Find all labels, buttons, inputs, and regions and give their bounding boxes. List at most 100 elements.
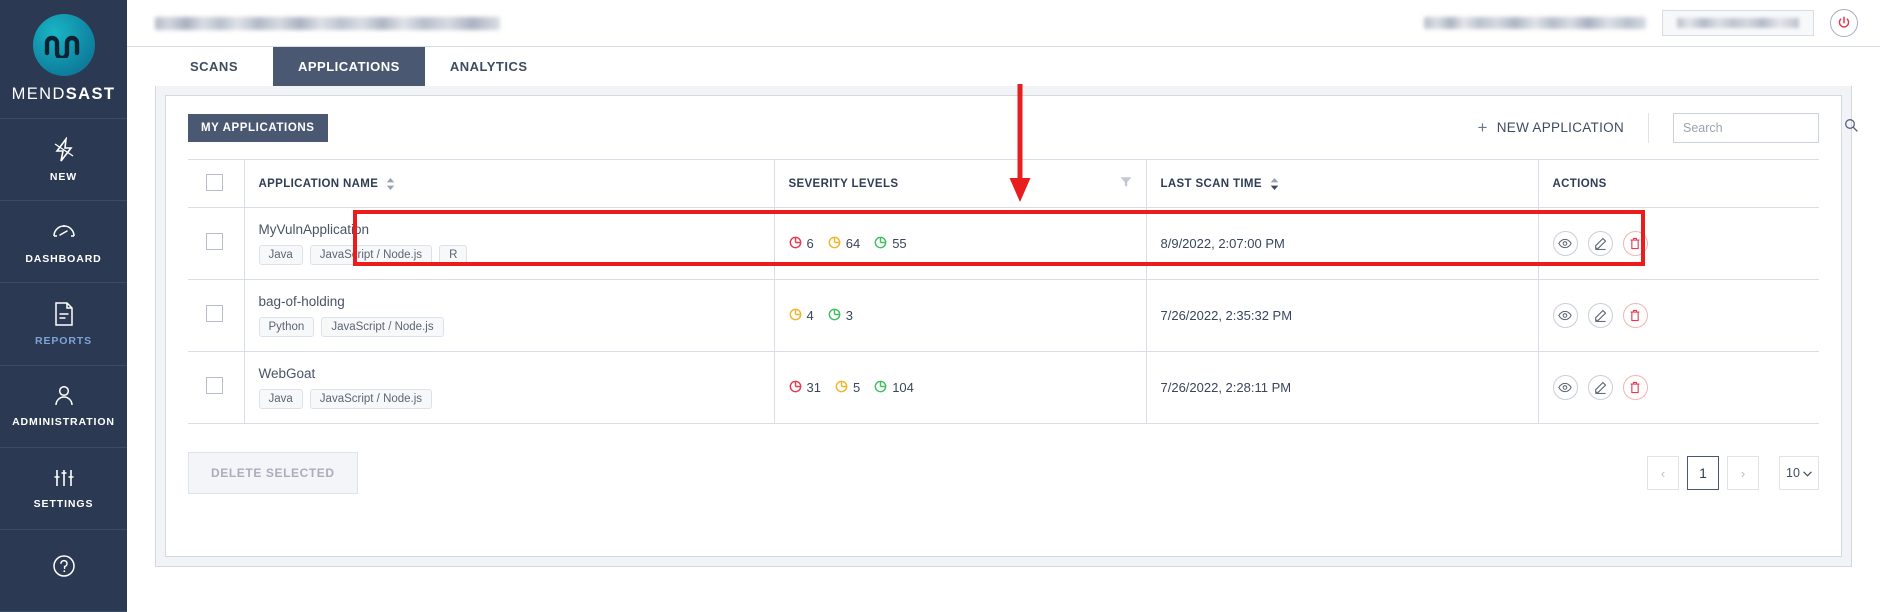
page-size-select[interactable]: 10: [1779, 456, 1819, 490]
header-select-all[interactable]: [188, 159, 245, 208]
header-severity-levels[interactable]: SEVERITY LEVELS: [774, 159, 1147, 208]
last-scan-time: 8/9/2022, 2:07:00 PM: [1160, 235, 1285, 251]
action-buttons: [1552, 375, 1820, 400]
severity-count: 31: [806, 380, 821, 395]
action-buttons: [1552, 303, 1820, 328]
severity-low: 3: [828, 308, 853, 324]
pagination-page-1[interactable]: 1: [1687, 456, 1719, 490]
severity-pie-icon: [789, 380, 802, 396]
severity-pie-icon: [874, 236, 887, 252]
language-tag: JavaScript / Node.js: [321, 317, 444, 337]
tab-scans[interactable]: SCANS: [155, 47, 273, 86]
my-applications-button[interactable]: MY APPLICATIONS: [188, 113, 328, 142]
sort-arrows-icon[interactable]: [386, 177, 395, 190]
action-buttons: [1552, 231, 1820, 256]
row-checkbox[interactable]: [206, 232, 223, 250]
severity-count: 5: [852, 380, 861, 395]
power-icon[interactable]: [1830, 9, 1858, 37]
severity-count: 64: [845, 236, 861, 251]
tab-applications[interactable]: APPLICATIONS: [273, 47, 425, 86]
sidebar-item-settings[interactable]: SETTINGS: [0, 448, 127, 530]
edit-icon[interactable]: [1587, 303, 1613, 328]
header-last-scan-time-label: LAST SCAN TIME: [1160, 177, 1262, 190]
language-tags: Python JavaScript / Node.js: [258, 317, 774, 337]
plus-icon: +: [1477, 118, 1488, 137]
select-all-checkbox[interactable]: [206, 173, 223, 191]
panel-toolbar-right: + NEW APPLICATION: [1477, 112, 1858, 143]
pagination-prev-button[interactable]: ‹: [1647, 456, 1679, 490]
tab-bar: SCANS APPLICATIONS ANALYTICS: [127, 47, 1880, 86]
pagination-next-button[interactable]: ›: [1727, 456, 1759, 490]
row-scan-time-cell: 7/26/2022, 2:28:11 PM: [1146, 351, 1539, 424]
severity-count: 3: [845, 308, 853, 323]
sidebar-item-help[interactable]: [0, 530, 127, 612]
table-row[interactable]: bag-of-holding Python JavaScript / Node.…: [188, 279, 1820, 352]
mend-wave-logo-icon: [32, 14, 95, 76]
severity-count: 4: [806, 308, 814, 323]
sidebar-item-dashboard[interactable]: DASHBOARD: [0, 201, 127, 284]
edit-icon[interactable]: [1587, 231, 1613, 256]
row-checkbox[interactable]: [206, 376, 223, 394]
severity-medium: 64: [828, 236, 860, 252]
view-icon[interactable]: [1552, 303, 1578, 328]
severity-list: 31 5: [789, 380, 1146, 396]
account-button-label-redacted: [1677, 18, 1799, 28]
header-actions: ACTIONS: [1538, 159, 1819, 208]
language-tag: R: [439, 245, 468, 265]
row-checkbox[interactable]: [206, 304, 223, 322]
document-icon: [53, 301, 75, 327]
row-select-cell[interactable]: [188, 351, 245, 424]
sidebar-item-new[interactable]: NEW: [0, 119, 127, 202]
tab-analytics[interactable]: ANALYTICS: [424, 47, 553, 86]
delete-icon[interactable]: [1622, 303, 1648, 328]
delete-selected-button[interactable]: DELETE SELECTED: [188, 452, 358, 494]
main-area: SCANS APPLICATIONS ANALYTICS MY APPLICAT…: [127, 0, 1880, 612]
application-name[interactable]: bag-of-holding: [258, 294, 345, 309]
table-row[interactable]: WebGoat Java JavaScript / Node.js: [188, 351, 1820, 424]
row-severity-cell: 31 5: [774, 351, 1147, 424]
table-row[interactable]: MyVulnApplication Java JavaScript / Node…: [188, 207, 1820, 280]
header-application-name[interactable]: APPLICATION NAME: [244, 159, 775, 208]
brand-logo[interactable]: MENDSAST: [0, 0, 127, 119]
severity-medium: 4: [789, 308, 814, 324]
brand-name-light: MEND: [11, 85, 66, 103]
sidebar-item-administration[interactable]: ADMINISTRATION: [0, 366, 127, 448]
brand-name-bold: SAST: [65, 85, 116, 103]
table-header-row: APPLICATION NAME SEVERITY LEVELS: [188, 159, 1819, 208]
chevron-down-icon: [1803, 466, 1812, 480]
table-header: APPLICATION NAME SEVERITY LEVELS: [188, 159, 1819, 208]
delete-icon[interactable]: [1622, 231, 1648, 256]
new-application-label: NEW APPLICATION: [1496, 120, 1624, 135]
row-name-cell: WebGoat Java JavaScript / Node.js: [244, 351, 775, 424]
search-box[interactable]: [1673, 112, 1858, 143]
view-icon[interactable]: [1552, 375, 1578, 400]
row-select-cell[interactable]: [188, 207, 245, 280]
language-tag: JavaScript / Node.js: [309, 245, 433, 265]
application-name[interactable]: WebGoat: [258, 366, 316, 381]
new-application-button[interactable]: + NEW APPLICATION: [1477, 112, 1649, 143]
language-tag: Java: [258, 389, 303, 409]
account-button-redacted[interactable]: [1662, 10, 1814, 36]
panel-footer: DELETE SELECTED ‹ 1 › 10: [188, 424, 1819, 522]
pagination: ‹ 1 › 10: [1647, 456, 1819, 490]
search-icon[interactable]: [1844, 118, 1858, 137]
application-name[interactable]: MyVulnApplication: [258, 222, 370, 237]
language-tags: Java JavaScript / Node.js: [258, 389, 774, 409]
sidebar-item-label: REPORTS: [34, 334, 93, 347]
view-icon[interactable]: [1552, 231, 1578, 256]
search-input[interactable]: [1683, 120, 1844, 135]
edit-icon[interactable]: [1587, 375, 1613, 400]
sidebar-item-reports[interactable]: REPORTS: [0, 283, 127, 366]
help-circle-icon: [51, 553, 77, 579]
content-card: MY APPLICATIONS + NEW APPLICATION: [155, 86, 1858, 567]
filter-icon[interactable]: [1120, 176, 1132, 191]
severity-pie-icon: [789, 236, 802, 252]
row-select-cell[interactable]: [188, 279, 245, 352]
header-last-scan-time[interactable]: LAST SCAN TIME: [1146, 159, 1539, 208]
severity-count: 6: [806, 236, 814, 251]
delete-icon[interactable]: [1622, 375, 1648, 400]
sidebar: MENDSAST NEW DASHBOARD: [0, 0, 127, 612]
severity-pie-icon: [828, 308, 841, 324]
severity-high: 6: [789, 236, 814, 252]
sort-arrows-icon[interactable]: [1270, 177, 1279, 190]
